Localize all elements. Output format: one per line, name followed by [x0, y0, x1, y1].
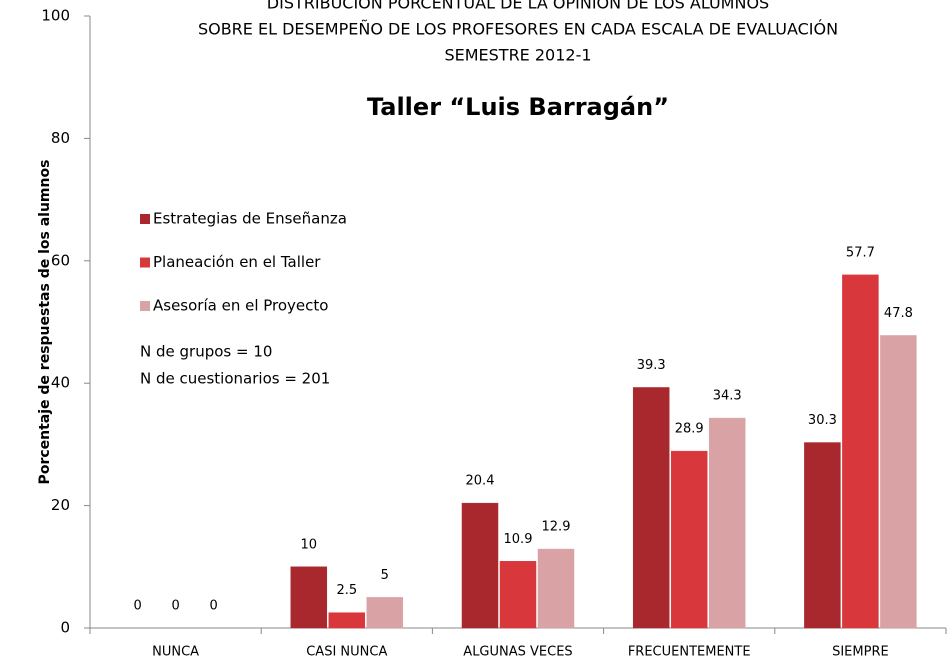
- y-tick-label: 0: [60, 619, 70, 637]
- data-label: 30.3: [808, 413, 837, 428]
- data-label: 0: [171, 599, 179, 614]
- annotation: N de grupos = 10: [140, 343, 272, 361]
- data-label: 0: [133, 599, 141, 614]
- bar: [290, 566, 328, 629]
- data-label: 5: [381, 568, 389, 583]
- data-label: 10.9: [504, 532, 533, 547]
- bar: [880, 335, 917, 629]
- legend-label: Estrategias de Enseñanza: [153, 210, 347, 228]
- data-label: 12.9: [542, 520, 571, 535]
- y-axis-label: Porcentaje de respuestas de los alumnos: [37, 160, 53, 485]
- legend-swatch: [140, 214, 150, 224]
- data-label: 2.5: [336, 583, 357, 598]
- legend-label: Asesoría en el Proyecto: [153, 297, 328, 315]
- bar: [328, 612, 366, 629]
- bar: [804, 442, 841, 629]
- data-label: 57.7: [846, 245, 875, 260]
- bar: [366, 597, 404, 629]
- chart-subtitle: Taller “Luis Barragán”: [367, 93, 669, 121]
- chart-title: SEMESTRE 2012-1: [444, 46, 591, 65]
- bar: [632, 387, 670, 629]
- bar: [708, 417, 746, 629]
- data-label: 34.3: [713, 389, 742, 404]
- data-label: 0: [209, 599, 217, 614]
- bar: [842, 274, 879, 629]
- legend-swatch: [140, 257, 150, 268]
- data-label: 47.8: [884, 306, 913, 321]
- data-label: 39.3: [637, 358, 666, 373]
- x-tick-label: CASI NUNCA: [306, 645, 387, 660]
- data-label: 20.4: [466, 474, 495, 489]
- bar: [461, 502, 499, 629]
- y-tick-label: 20: [51, 496, 70, 514]
- y-tick-label: 40: [51, 374, 70, 392]
- bar: [670, 450, 708, 629]
- x-tick-label: SIEMPRE: [832, 645, 889, 660]
- y-tick-label: 80: [51, 129, 70, 147]
- chart-title: SOBRE EL DESEMPEÑO DE LOS PROFESORES EN …: [198, 20, 838, 39]
- y-tick-label: 60: [51, 251, 70, 269]
- y-tick-label: 100: [41, 7, 70, 25]
- annotation: N de cuestionarios = 201: [140, 370, 330, 388]
- x-tick-label: ALGUNAS VECES: [463, 645, 572, 660]
- data-label: 28.9: [675, 422, 704, 437]
- chart-title: DISTRIBUCIÓN PORCENTUAL DE LA OPINIÓN DE…: [267, 0, 769, 13]
- legend-label: Planeación en el Taller: [153, 253, 321, 271]
- data-label: 10: [301, 537, 318, 552]
- bar: [499, 561, 537, 629]
- legend-swatch: [140, 301, 150, 311]
- x-tick-label: FRECUENTEMENTE: [628, 645, 751, 660]
- x-tick-label: NUNCA: [152, 645, 199, 660]
- bar: [537, 548, 575, 629]
